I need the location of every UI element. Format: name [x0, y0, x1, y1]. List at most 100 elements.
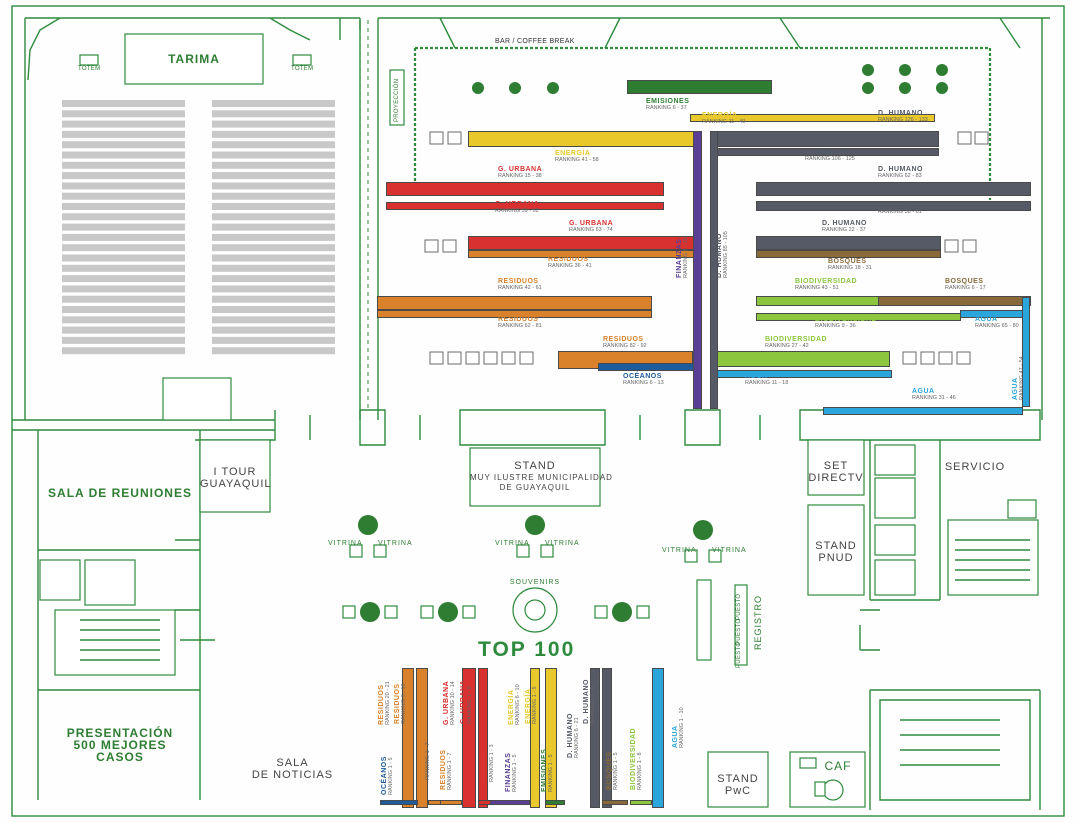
- stand-category-label: BOSQUES: [945, 278, 984, 285]
- top100-category-label: G. URBANA: [443, 680, 450, 725]
- stand-category-label: AGUA: [745, 373, 768, 380]
- stand-ranking-label: RANKING 62 - 81: [498, 323, 542, 329]
- stand-category-label: D. HUMANO: [822, 220, 867, 227]
- stand-bar: [690, 114, 935, 122]
- stand-ranking-label: RANKING 6 - 35: [683, 237, 689, 278]
- seat-row: [212, 336, 335, 344]
- seat-row: [62, 233, 185, 241]
- tarima-box: [124, 33, 264, 85]
- stand-bar: [756, 182, 1031, 196]
- stand-category-label: RESIDUOS: [498, 316, 539, 323]
- presentacion-label-2: 500 MEJORES: [73, 738, 167, 752]
- stand-category-label: RESIDUOS: [548, 256, 589, 263]
- stand-bar: [714, 131, 939, 147]
- stand-ranking-label: RANKING 27 - 42: [765, 343, 809, 349]
- sala-label: SALA: [276, 757, 309, 769]
- stand-ranking-label: RANKING 15 - 38: [498, 173, 542, 179]
- seat-row: [212, 141, 335, 149]
- stand-category-label: AGUA: [975, 316, 998, 323]
- seat-row: [62, 213, 185, 221]
- stand-ranking-label: RANKING 65 - 80: [975, 323, 1019, 329]
- seat-row: [212, 223, 335, 231]
- stand-bar: [756, 236, 941, 250]
- display-table: [525, 515, 545, 535]
- stand-ranking-label: RANKING 47 - 54: [1019, 356, 1025, 400]
- stand-category-label: OCÉANOS: [623, 373, 662, 380]
- stand-category-label: RESIDUOS: [498, 278, 539, 285]
- stand-category-label: D. HUMANO: [878, 166, 923, 173]
- stand-bar: [598, 363, 698, 371]
- seat-row: [62, 264, 185, 272]
- top100-stand-bar: [530, 668, 540, 808]
- top100-category-label: RESIDUOS: [378, 684, 385, 725]
- stand-bar: [756, 296, 881, 306]
- stand-bar: [756, 201, 1031, 211]
- stand-ranking-label: RANKING 39 - 62: [495, 208, 539, 214]
- seat-row: [212, 161, 335, 169]
- top100-stand-bar: [478, 668, 488, 808]
- top100-category-label: D. HUMANO: [567, 713, 574, 758]
- top100-stand-bar: [590, 668, 600, 808]
- stand-category-label: FINANZAS: [676, 238, 683, 278]
- stand-bar: [386, 182, 664, 196]
- seat-row: [212, 326, 335, 334]
- seat-row: [212, 203, 335, 210]
- top100-category-label: ENERGÍA: [525, 688, 532, 724]
- seat-row: [212, 254, 335, 262]
- vitrina-label: VITRINA: [545, 540, 580, 547]
- top100-category-label: OCÉANOS: [381, 756, 388, 795]
- seat-row: [62, 172, 185, 180]
- top100-ranking-label: RANKING 1 - 5: [388, 757, 394, 795]
- vitrina-label: VITRINA: [712, 547, 747, 554]
- stand-category-label: G. URBANA: [569, 220, 614, 227]
- stand-bar: [468, 131, 698, 147]
- top100-stand-bar: [490, 800, 530, 805]
- stand-category-label: D. HUMANO: [805, 149, 850, 156]
- seat-row: [62, 306, 185, 313]
- stand-category-label: ENERGÍA: [555, 150, 591, 157]
- seat-row: [62, 141, 185, 149]
- stand-ranking-label: RANKING 11 - 18: [745, 380, 789, 386]
- top100-category-label: RESIDUOS: [440, 749, 447, 790]
- stand-ranking-label: RANKING 42 - 61: [498, 285, 542, 291]
- puesto-label: PUESTO: [736, 593, 742, 620]
- totem-left-label: TOTEM: [78, 66, 101, 72]
- top100-stand-bar: [440, 800, 462, 805]
- stand-bar: [710, 370, 892, 378]
- stand-ranking-label: RANKING 41 - 58: [555, 157, 599, 163]
- seat-row: [212, 192, 335, 200]
- stand-ranking-label: RANKING 6 - 37: [646, 105, 687, 111]
- top100-category-label: G. URBANA: [460, 679, 467, 724]
- stand-ranking-label: RANKING 22 - 37: [822, 227, 866, 233]
- stand-ranking-label: RANKING 62 - 83: [878, 173, 922, 179]
- top100-ranking-label: RANKING 6 - 10: [515, 684, 521, 725]
- stand-bar: [1022, 297, 1030, 407]
- stand-ranking-label: RANKING 85 - 105: [723, 231, 729, 278]
- seat-row: [212, 233, 335, 241]
- top100-category-label: ENERGÍA: [508, 689, 515, 725]
- seat-row: [212, 275, 335, 283]
- top100-ranking-label: RANKING 1 - 5: [512, 754, 518, 792]
- seat-row: [212, 306, 335, 313]
- stand-ranking-label: RANKING 31 - 46: [912, 395, 956, 401]
- vitrina-label: VITRINA: [495, 540, 530, 547]
- top100-stand-bar: [462, 668, 476, 808]
- itour-city-label: GUAYAQUIL: [200, 478, 272, 490]
- stand-category-label: D. HUMANO: [878, 202, 923, 209]
- stand-category-label: RESIDUOS: [603, 336, 644, 343]
- stand-category-label: ENERGÍA: [702, 112, 738, 119]
- seat-row: [212, 316, 335, 324]
- seat-row: [212, 110, 335, 118]
- top100-stand-bar: [380, 800, 418, 805]
- top100-ranking-label: RANKING 6 - 21: [574, 717, 580, 758]
- seat-row: [62, 130, 185, 138]
- seat-row: [62, 100, 185, 107]
- seat-row: [62, 110, 185, 118]
- stand-ranking-label: RANKING 43 - 51: [795, 285, 839, 291]
- presentacion-label-1: PRESENTACIÓN: [66, 726, 174, 740]
- bar-label: BAR / COFFEE BREAK: [495, 38, 575, 45]
- top100-stand-bar: [652, 668, 664, 808]
- top100-ranking-label: RANKING 1 - 9: [467, 686, 473, 724]
- stand-bar: [627, 80, 772, 94]
